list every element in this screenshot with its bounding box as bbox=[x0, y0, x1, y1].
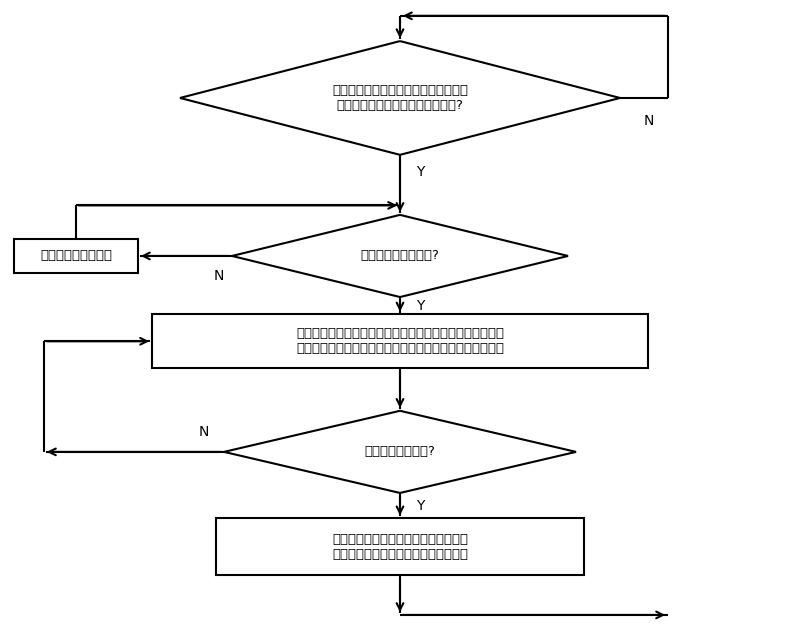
Text: N: N bbox=[199, 425, 209, 439]
Bar bbox=[14, 238, 138, 273]
Text: 广域保护主站是否收集到分散安装的过
电流保护装置监测到的过电流信息?: 广域保护主站是否收集到分散安装的过 电流保护装置监测到的过电流信息? bbox=[332, 84, 468, 112]
Text: N: N bbox=[214, 269, 224, 283]
Text: 广域保护主站对每一个包含检测到过电流信息的过电流保护
装置的广义节点判断相间短路故障是否发生在广义节点内部: 广域保护主站对每一个包含检测到过电流信息的过电流保护 装置的广义节点判断相间短路… bbox=[296, 327, 504, 355]
Bar bbox=[216, 518, 584, 575]
Text: Y: Y bbox=[416, 164, 424, 178]
Text: Y: Y bbox=[416, 299, 424, 313]
Text: 广义节点判断完毕?: 广义节点判断完毕? bbox=[365, 446, 435, 458]
Text: N: N bbox=[644, 114, 654, 128]
Bar bbox=[152, 314, 648, 368]
Text: 过电流信息收集完毕?: 过电流信息收集完毕? bbox=[361, 250, 439, 262]
Text: Y: Y bbox=[416, 499, 424, 513]
Text: 继续收集过电流信息: 继续收集过电流信息 bbox=[40, 250, 112, 262]
Text: 广域保护主站遥控故障发生在内部的广
义节点的最上游配电开关跳闸切除故障: 广域保护主站遥控故障发生在内部的广 义节点的最上游配电开关跳闸切除故障 bbox=[332, 533, 468, 561]
